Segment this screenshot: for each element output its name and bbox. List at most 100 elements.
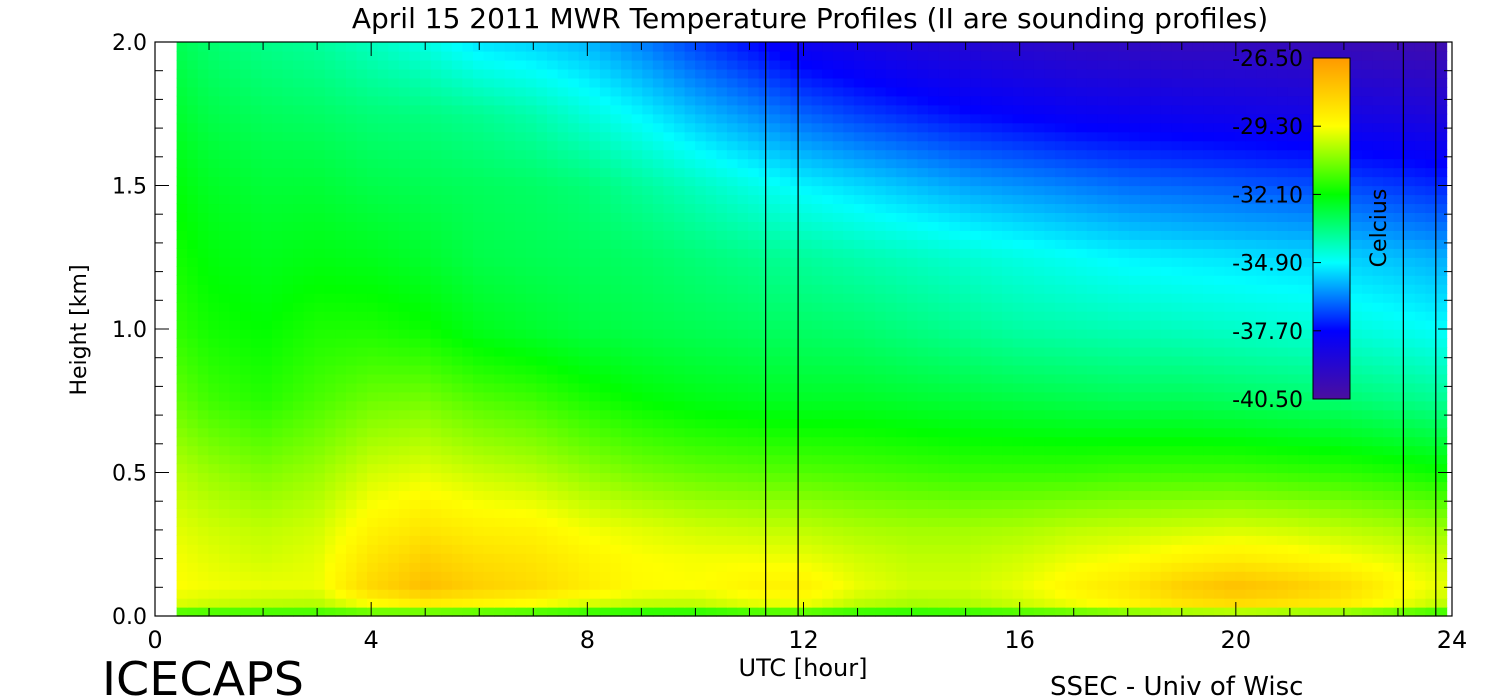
heatmap-cell [1436, 607, 1448, 617]
heatmap-cell [1393, 337, 1405, 348]
heatmap-cell [938, 346, 950, 357]
heatmap-cell [229, 391, 241, 402]
heatmap-cell [1012, 266, 1024, 276]
heatmap-cell [1129, 508, 1141, 518]
heatmap-cell [1182, 472, 1194, 483]
heatmap-cell [642, 436, 654, 447]
heatmap-cell [959, 373, 971, 384]
heatmap-cell [398, 355, 411, 366]
heatmap-cell [1351, 562, 1363, 572]
heatmap-cell [621, 517, 633, 527]
heatmap-cell [1393, 427, 1405, 438]
heatmap-cell [674, 257, 686, 267]
heatmap-cell [970, 454, 982, 465]
heatmap-cell [451, 239, 463, 249]
heatmap-cell [748, 346, 760, 357]
heatmap-cell [1033, 445, 1046, 456]
heatmap-cell [1436, 275, 1448, 285]
heatmap-cell [1245, 571, 1257, 581]
heatmap-cell [1107, 311, 1120, 321]
heatmap-cell [642, 472, 654, 483]
heatmap-cell [822, 418, 834, 429]
heatmap-cell [515, 607, 527, 617]
heatmap-cell [1044, 400, 1056, 411]
heatmap-cell [684, 508, 696, 518]
heatmap-cell [1245, 373, 1257, 384]
heatmap-cell [335, 400, 347, 411]
heatmap-cell [959, 454, 971, 465]
heatmap-cell [1436, 544, 1448, 554]
heatmap-cell [420, 364, 432, 375]
heatmap-cell [515, 409, 527, 420]
heatmap-cell [1213, 293, 1225, 303]
heatmap-cell [790, 517, 802, 527]
heatmap-cell [261, 382, 273, 393]
heatmap-cell [483, 445, 495, 456]
heatmap-cell [1277, 355, 1289, 366]
heatmap-cell [335, 427, 347, 438]
heatmap-cell [1171, 463, 1183, 474]
heatmap-cell [240, 293, 252, 303]
heatmap-cell [980, 463, 993, 474]
heatmap-cell [1351, 436, 1363, 447]
heatmap-cell [1425, 598, 1437, 608]
heatmap-cell [568, 580, 580, 590]
heatmap-cell [578, 517, 590, 527]
heatmap-cell [578, 463, 590, 474]
heatmap-cell [1256, 472, 1268, 483]
heatmap-cell [896, 571, 908, 581]
heatmap-cell [737, 544, 749, 554]
heatmap-cell [705, 436, 717, 447]
heatmap-cell [1044, 391, 1056, 402]
heatmap-cell [261, 436, 273, 447]
heatmap-cell [610, 463, 622, 474]
heatmap-cell [377, 337, 389, 348]
heatmap-cell [1044, 580, 1056, 590]
heatmap-cell [959, 257, 971, 267]
heatmap-cell [864, 284, 876, 294]
heatmap-cell [822, 373, 834, 384]
heatmap-cell [547, 481, 559, 492]
heatmap-cell [1023, 598, 1035, 608]
heatmap-cell [1192, 364, 1204, 375]
heatmap-cell [515, 454, 527, 465]
heatmap-cell [377, 400, 389, 411]
heatmap-cell [303, 436, 315, 447]
heatmap-cell [642, 607, 654, 617]
heatmap-cell [525, 337, 538, 348]
heatmap-cell [1044, 490, 1056, 501]
heatmap-cell [610, 535, 622, 545]
heatmap-cell [737, 284, 749, 294]
heatmap-cell [377, 562, 389, 572]
heatmap-cell [864, 508, 876, 518]
heatmap-cell [1076, 409, 1088, 420]
heatmap-cell [1023, 418, 1035, 429]
heatmap-cell [1234, 481, 1247, 492]
heatmap-cell [1213, 472, 1225, 483]
heatmap-cell [409, 382, 421, 393]
heatmap-cell [1139, 571, 1151, 581]
heatmap-cell [187, 418, 199, 429]
heatmap-cell [1224, 553, 1236, 563]
heatmap-cell [187, 490, 199, 501]
heatmap-cell [674, 346, 686, 357]
heatmap-cell [504, 481, 516, 492]
heatmap-cell [293, 400, 305, 411]
heatmap-cell [261, 275, 273, 285]
heatmap-cell [303, 418, 315, 429]
heatmap-cell [917, 284, 929, 294]
heatmap-cell [409, 589, 421, 599]
heatmap-cell [1372, 418, 1384, 429]
heatmap-cell [737, 490, 749, 501]
heatmap-cell [525, 544, 538, 554]
heatmap-cell [1256, 293, 1268, 303]
heatmap-cell [589, 302, 601, 312]
heatmap-cell [832, 526, 844, 536]
heatmap-cell [843, 337, 855, 348]
heatmap-cell [1436, 463, 1448, 474]
heatmap-cell [240, 248, 252, 258]
heatmap-cell [1213, 364, 1225, 375]
heatmap-cell [303, 517, 315, 527]
heatmap-cell [1436, 346, 1448, 357]
heatmap-cell [928, 454, 940, 465]
